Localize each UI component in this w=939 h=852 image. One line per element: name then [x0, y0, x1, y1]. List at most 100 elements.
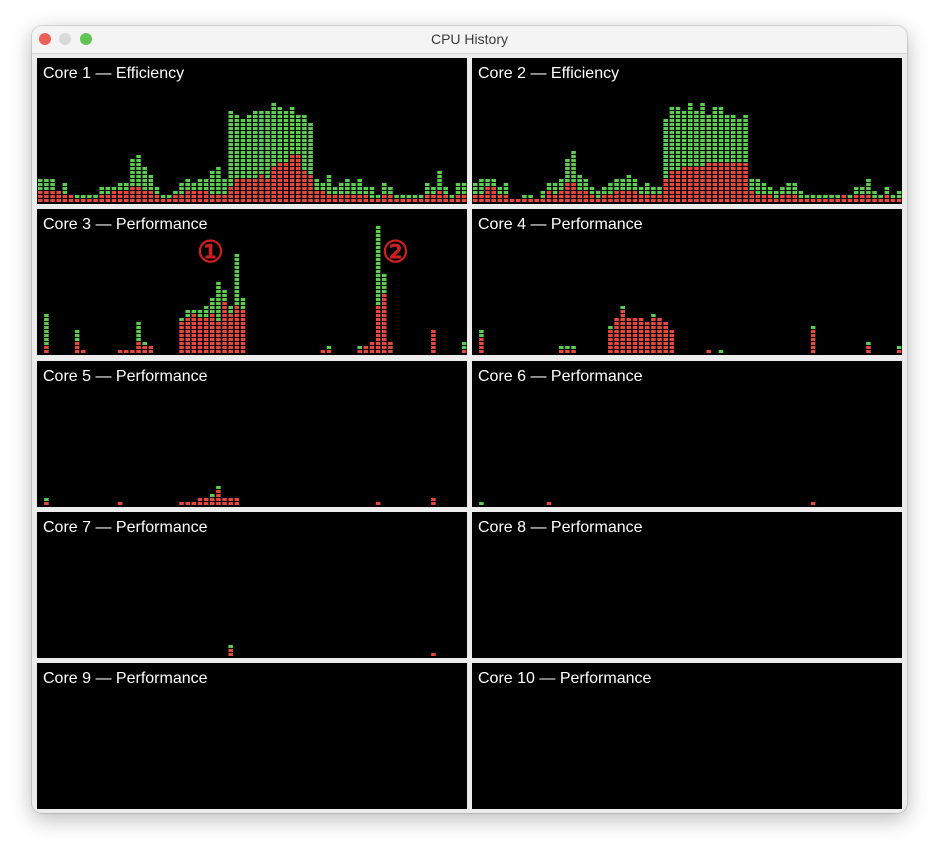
- core-title: Core 1 — Efficiency: [43, 65, 185, 82]
- cpu-segment: [546, 182, 552, 190]
- cpu-segment: [455, 194, 461, 202]
- cpu-segment: [694, 166, 699, 202]
- cpu-segment: [210, 496, 215, 505]
- cpu-segment: [522, 194, 527, 198]
- core-title: Core 5 — Performance: [43, 367, 208, 385]
- cpu-segment: [191, 309, 197, 314]
- cpu-segment: [589, 194, 595, 202]
- core-panel: Core 4 — Performance: [472, 209, 902, 356]
- window: CPU History Core 1 — Efficiency Core 2 — …: [32, 26, 907, 813]
- cpu-segment: [345, 178, 350, 194]
- cpu-segment: [565, 345, 570, 350]
- cpu-segment: [240, 178, 246, 202]
- cpu-segment: [798, 198, 804, 202]
- cpu-segment: [105, 194, 111, 202]
- cpu-segment: [835, 198, 840, 202]
- cpu-segment: [382, 194, 387, 202]
- cpu-segment: [363, 345, 369, 354]
- core-panel: Core 1 — Efficiency: [37, 58, 467, 204]
- cpu-segment: [663, 118, 668, 178]
- cpu-segment: [357, 345, 362, 350]
- cpu-segment: [160, 194, 166, 198]
- cpu-segment: [461, 349, 467, 354]
- cpu-segment: [461, 341, 467, 350]
- cpu-segment: [663, 321, 668, 354]
- cpu-segment: [130, 158, 135, 186]
- cpu-segment: [847, 198, 853, 202]
- close-button[interactable]: [39, 33, 51, 45]
- cpu-segment: [485, 186, 490, 202]
- cpu-segment: [277, 106, 283, 162]
- cpu-segment: [792, 194, 797, 202]
- cpu-segment: [829, 198, 834, 202]
- core-title: Core 10 — Performance: [478, 670, 652, 687]
- cpu-segment: [853, 186, 859, 194]
- cpu-segment: [571, 345, 576, 350]
- zoom-button[interactable]: [80, 33, 92, 45]
- cpu-segment: [277, 162, 283, 202]
- cpu-segment: [326, 174, 332, 194]
- cpu-segment: [872, 198, 877, 202]
- cpu-segment: [431, 651, 436, 656]
- cpu-segment: [890, 198, 896, 202]
- cpu-segment: [761, 194, 767, 202]
- cpu-segment: [142, 345, 147, 354]
- core-panel: Core 6 — Performance: [472, 360, 902, 507]
- cpu-segment: [265, 110, 270, 178]
- core-panel: Core 3 — Performance ① ②: [37, 209, 467, 356]
- cpu-segment: [117, 182, 123, 190]
- cpu-segment: [896, 345, 902, 350]
- cpu-segment: [185, 178, 190, 190]
- cpu-segment: [375, 225, 381, 306]
- cpu-segment: [559, 345, 564, 350]
- cpu-segment: [577, 174, 582, 190]
- cpu-segment: [712, 106, 718, 162]
- cpu-segment: [154, 186, 160, 194]
- annotation: ①: [197, 236, 224, 270]
- cpu-segment: [860, 186, 865, 194]
- minimize-button[interactable]: [59, 33, 71, 45]
- cpu-segment: [400, 198, 405, 202]
- cpu-segment: [210, 313, 215, 354]
- cpu-segment: [382, 293, 387, 354]
- cpu-segment: [240, 297, 246, 310]
- cpu-segment: [406, 194, 412, 198]
- cpu-segment: [228, 186, 233, 202]
- cpu-segment: [375, 500, 381, 505]
- core-panel: Core 2 — Efficiency: [472, 58, 902, 204]
- cpu-segment: [608, 329, 613, 354]
- cpu-segment: [185, 500, 190, 505]
- cpu-segment: [767, 194, 773, 202]
- cpu-segment: [724, 114, 730, 162]
- cpu-segment: [394, 198, 399, 202]
- cpu-segment: [431, 496, 436, 505]
- cpu-segment: [866, 341, 871, 346]
- cpu-segment: [866, 194, 871, 202]
- cpu-segment: [638, 194, 644, 202]
- cpu-segment: [626, 317, 632, 354]
- cpu-segment: [810, 329, 816, 354]
- cpu-segment: [437, 190, 442, 202]
- cpu-segment: [74, 198, 80, 202]
- cpu-segment: [792, 182, 797, 194]
- cpu-segment: [314, 178, 319, 190]
- cpu-segment: [688, 102, 693, 166]
- cpu-segment: [271, 166, 276, 202]
- cpu-segment: [38, 178, 43, 190]
- core-title: Core 8 — Performance: [478, 518, 643, 536]
- cpu-segment: [632, 178, 638, 190]
- cpu-segment: [878, 194, 883, 198]
- core-history-chart: [44, 225, 467, 354]
- cpu-segment: [700, 102, 705, 166]
- cpu-segment: [810, 194, 816, 198]
- cpu-segment: [841, 194, 847, 202]
- cpu-segment: [382, 273, 387, 294]
- cpu-segment: [614, 178, 619, 190]
- cpu-segment: [718, 162, 724, 202]
- cpu-segment: [210, 492, 215, 497]
- cpu-segment: [44, 496, 49, 501]
- cpu-segment: [320, 190, 326, 202]
- core-panel: Core 9 — Performance: [37, 663, 467, 809]
- cpu-segment: [528, 198, 533, 202]
- cpu-segment: [136, 321, 141, 342]
